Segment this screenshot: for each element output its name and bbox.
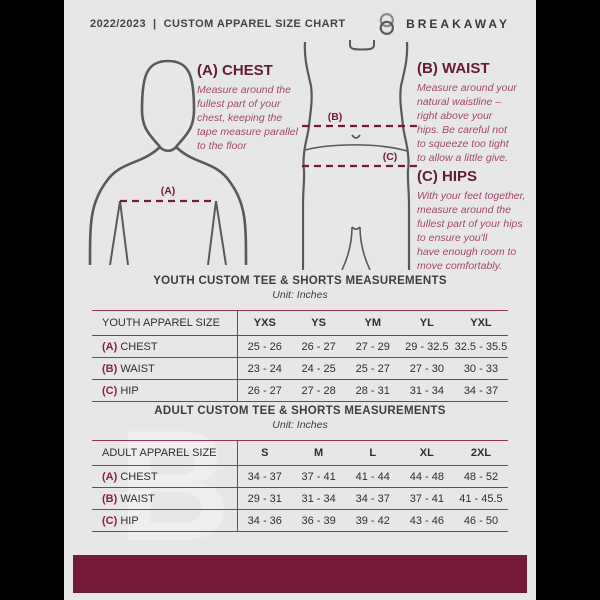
svg-text:(B): (B) [328, 111, 343, 123]
svg-text:(C): (C) [383, 151, 398, 163]
svg-text:(A): (A) [161, 185, 176, 197]
